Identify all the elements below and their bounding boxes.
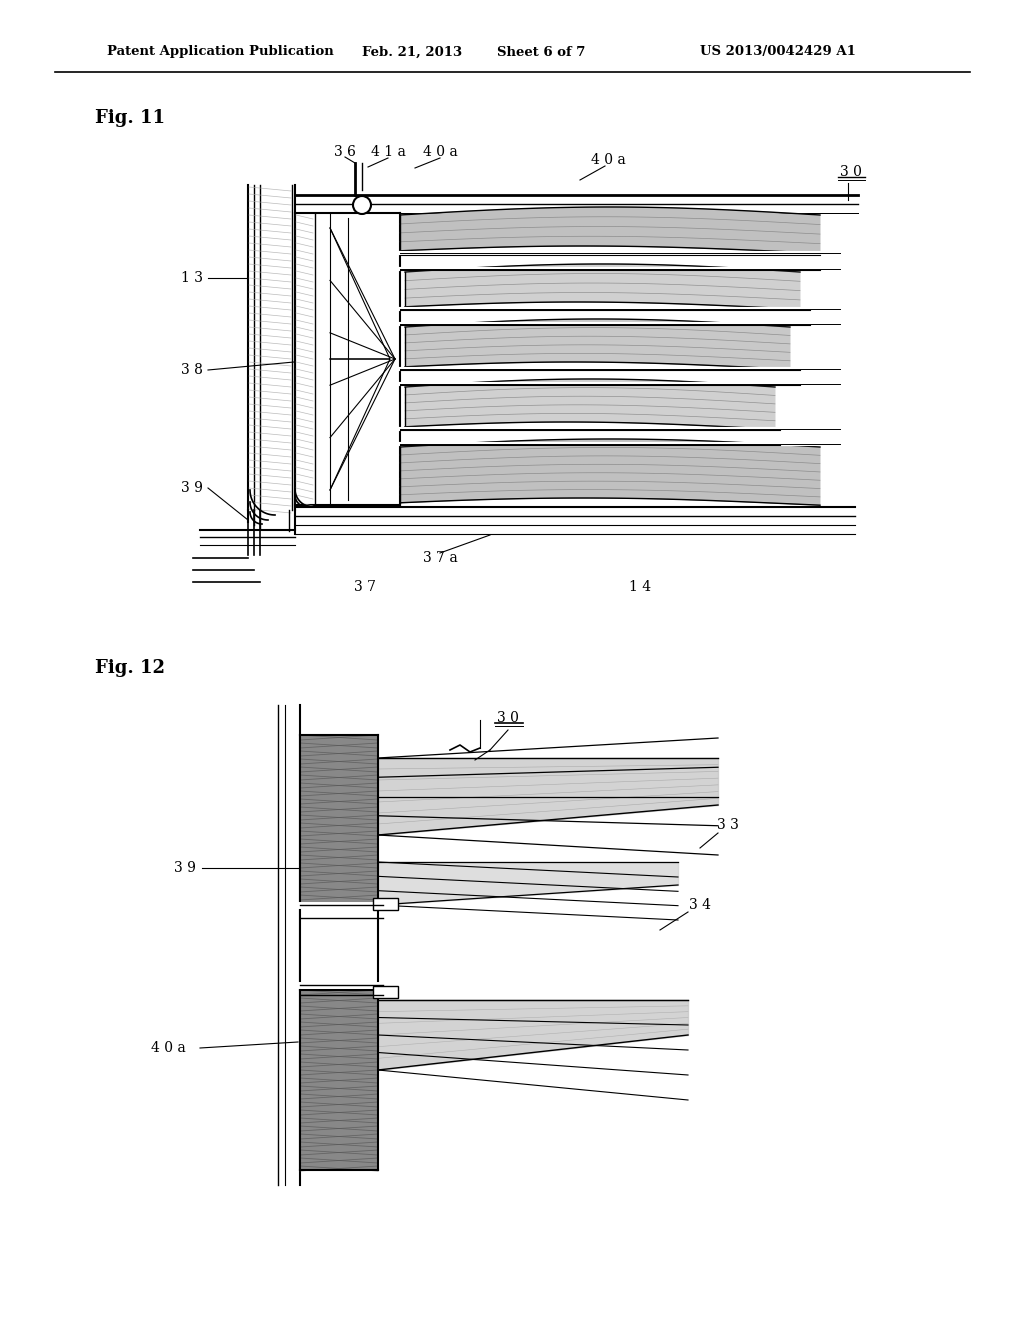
- Text: US 2013/0042429 A1: US 2013/0042429 A1: [700, 45, 856, 58]
- Text: 3 7: 3 7: [354, 579, 376, 594]
- Text: 1 3: 1 3: [181, 271, 203, 285]
- Text: 3 4: 3 4: [689, 898, 711, 912]
- Text: Fig. 11: Fig. 11: [95, 110, 165, 127]
- Text: 3 3: 3 3: [717, 818, 739, 832]
- Text: Patent Application Publication: Patent Application Publication: [106, 45, 334, 58]
- Text: 3 0: 3 0: [497, 711, 519, 725]
- Text: 3 0: 3 0: [840, 165, 862, 180]
- Bar: [373, 986, 398, 998]
- Text: 4 0 a: 4 0 a: [591, 153, 626, 168]
- Text: 1 4: 1 4: [629, 579, 651, 594]
- Text: 4 0 a: 4 0 a: [151, 1041, 185, 1055]
- Bar: [300, 735, 378, 906]
- Bar: [300, 906, 378, 990]
- Circle shape: [353, 195, 371, 214]
- Text: 3 9: 3 9: [181, 480, 203, 495]
- Bar: [373, 898, 398, 909]
- Text: 3 6: 3 6: [334, 145, 356, 158]
- Text: 4 0 a: 4 0 a: [423, 145, 458, 158]
- Text: Feb. 21, 2013: Feb. 21, 2013: [362, 45, 462, 58]
- Text: 3 9: 3 9: [174, 861, 196, 875]
- Text: 3 8: 3 8: [181, 363, 203, 378]
- Text: 3 7 a: 3 7 a: [423, 550, 458, 565]
- Text: Sheet 6 of 7: Sheet 6 of 7: [497, 45, 586, 58]
- Text: 4 1 a: 4 1 a: [371, 145, 406, 158]
- Bar: [300, 990, 378, 1170]
- Text: Fig. 12: Fig. 12: [95, 659, 165, 677]
